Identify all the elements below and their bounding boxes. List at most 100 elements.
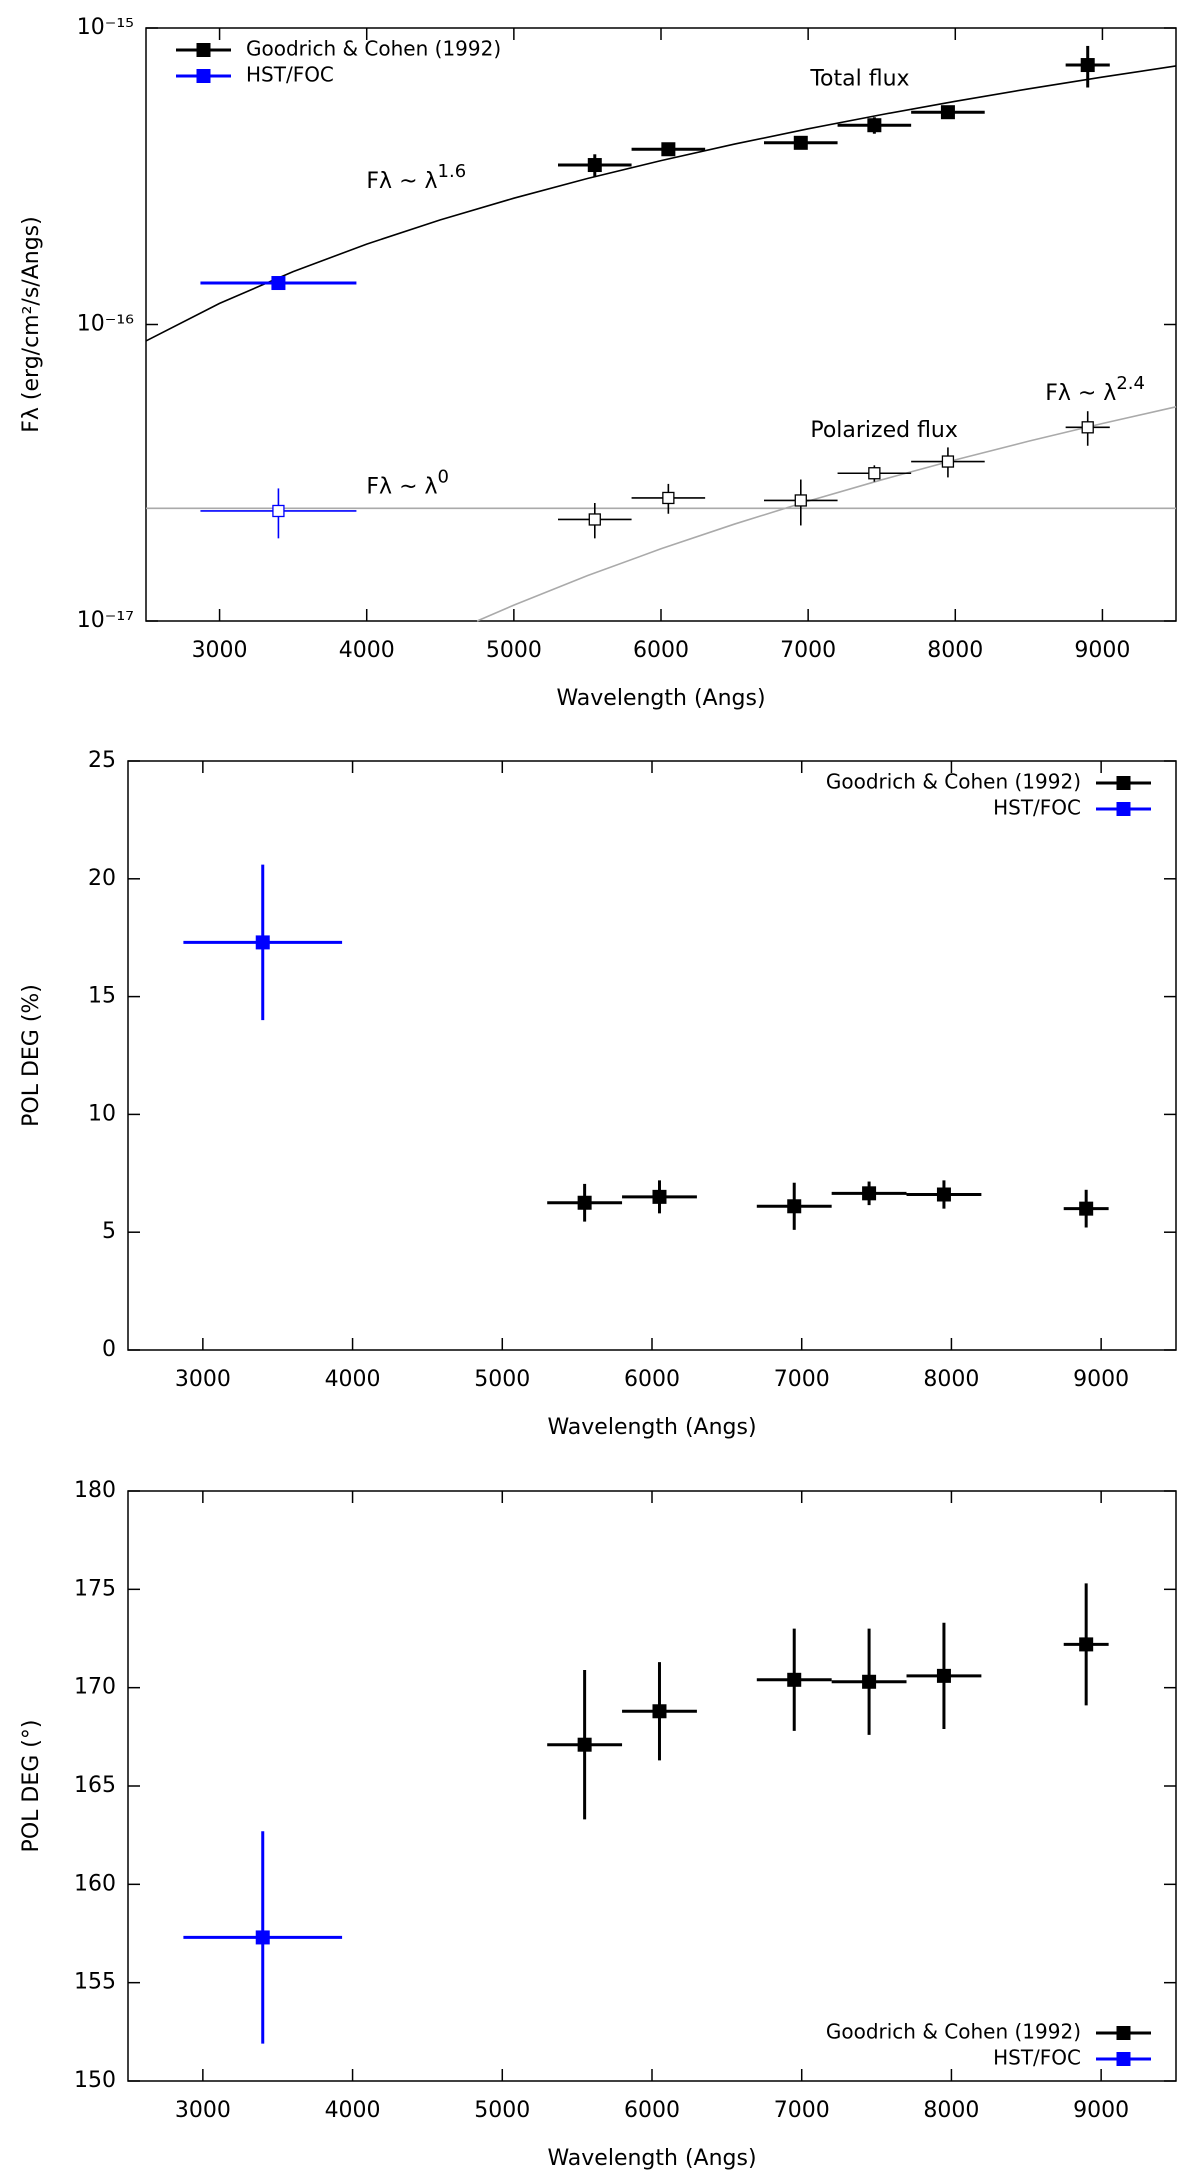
legend-marker (1116, 802, 1131, 816)
data-point (940, 105, 955, 120)
annotation: Total flux (809, 67, 909, 92)
data-point (661, 142, 676, 157)
x-tick-label: 9000 (1073, 1367, 1129, 1392)
x-tick-label: 5000 (486, 638, 542, 663)
x-tick-label: 7000 (774, 2098, 830, 2123)
legend-label: Goodrich & Cohen (1992) (826, 770, 1081, 794)
annotation: Fλ ~ λ2.4 (1045, 373, 1145, 406)
data-point (652, 1704, 667, 1719)
plot-frame (127, 1490, 1177, 2082)
legend-marker (196, 43, 211, 57)
x-tick-label: 3000 (175, 1367, 231, 1392)
data-point (941, 455, 955, 468)
x-tick-label: 9000 (1073, 2098, 1129, 2123)
x-tick-label: 4000 (325, 1367, 381, 1392)
legend-label: HST/FOC (246, 63, 334, 87)
x-tick-label: 8000 (927, 638, 983, 663)
annotation-sup: 1.6 (438, 161, 467, 182)
data-point (577, 1195, 592, 1210)
legend-label: HST/FOC (993, 796, 1081, 820)
annotation-text: Fλ ~ λ (366, 169, 437, 194)
data-point (936, 1668, 951, 1683)
y-tick-label: 10⁻¹⁶ (77, 312, 134, 337)
y-tick-label: 10⁻¹⁷ (77, 608, 134, 633)
legend-label: Goodrich & Cohen (1992) (826, 2020, 1081, 2044)
data-point (662, 491, 675, 505)
y-tick-label: 5 (102, 1219, 116, 1244)
legend-marker (1116, 2026, 1131, 2040)
annotation: Polarized flux (810, 418, 958, 443)
x-axis-label: Wavelength (Angs) (556, 686, 765, 711)
y-tick-label: 160 (74, 1871, 116, 1896)
model-curve (145, 65, 1177, 342)
x-tick-label: 3000 (192, 638, 248, 663)
annotation: Fλ ~ λ0 (366, 467, 449, 500)
data-point (271, 276, 286, 291)
legend-label: HST/FOC (993, 2046, 1081, 2070)
data-point (1079, 1637, 1094, 1652)
data-point (787, 1199, 802, 1214)
data-point (868, 467, 881, 480)
legend-marker (1116, 776, 1131, 790)
y-axis-label: POL DEG (°) (19, 1720, 44, 1853)
y-tick-label: 155 (74, 1970, 116, 1995)
data-point (588, 513, 601, 526)
data-point (1081, 421, 1094, 434)
data-point (1080, 58, 1095, 73)
data-point (587, 158, 602, 173)
data-point (862, 1186, 877, 1201)
y-tick-label: 175 (74, 1576, 116, 1601)
legend-marker (1116, 2052, 1131, 2066)
data-point (794, 494, 807, 507)
data-point (577, 1737, 592, 1752)
annotation-text: Total flux (809, 67, 909, 92)
x-tick-label: 8000 (923, 1367, 979, 1392)
data-point (255, 935, 270, 950)
x-tick-label: 8000 (923, 2098, 979, 2123)
x-tick-label: 4000 (325, 2098, 381, 2123)
x-tick-label: 4000 (339, 638, 395, 663)
annotation-sup: 2.4 (1116, 373, 1145, 394)
y-tick-label: 170 (74, 1675, 116, 1700)
legend-label: Goodrich & Cohen (1992) (246, 37, 501, 61)
annotation-text: Fλ ~ λ (366, 475, 437, 500)
y-tick-label: 10 (88, 1101, 116, 1126)
x-axis-label: Wavelength (Angs) (547, 1415, 756, 1440)
x-axis-label: Wavelength (Angs) (547, 2146, 756, 2171)
x-tick-label: 6000 (633, 638, 689, 663)
plot-frame (145, 27, 1177, 622)
data-point (255, 1930, 270, 1945)
x-tick-label: 3000 (175, 2098, 231, 2123)
data-point (1079, 1201, 1094, 1216)
data-point (787, 1672, 802, 1687)
data-point (862, 1674, 877, 1689)
annotation-sup: 0 (438, 467, 449, 488)
x-tick-label: 7000 (780, 638, 836, 663)
annotation: Fλ ~ λ1.6 (366, 161, 466, 194)
data-point (867, 118, 882, 133)
annotation-text: Fλ ~ λ (1045, 381, 1116, 406)
data-point (936, 1187, 951, 1202)
annotation-text: Polarized flux (810, 418, 958, 443)
plot-frame (127, 760, 1177, 1351)
y-tick-label: 165 (74, 1773, 116, 1798)
x-tick-label: 9000 (1074, 638, 1130, 663)
data-point (652, 1189, 667, 1204)
y-tick-label: 25 (88, 748, 116, 773)
y-tick-label: 15 (88, 984, 116, 1009)
y-axis-label: POL DEG (%) (19, 984, 44, 1127)
y-tick-label: 0 (102, 1337, 116, 1362)
y-axis-label: Fλ (erg/cm²/s/Angs) (19, 216, 44, 432)
x-tick-label: 5000 (474, 1367, 530, 1392)
y-tick-label: 20 (88, 866, 116, 891)
x-tick-label: 6000 (624, 2098, 680, 2123)
x-tick-label: 7000 (774, 1367, 830, 1392)
data-point (272, 504, 285, 518)
data-point (793, 135, 808, 150)
x-tick-label: 6000 (624, 1367, 680, 1392)
legend-marker (196, 69, 211, 83)
y-tick-label: 10⁻¹⁵ (77, 15, 134, 40)
y-tick-label: 150 (74, 2068, 116, 2093)
